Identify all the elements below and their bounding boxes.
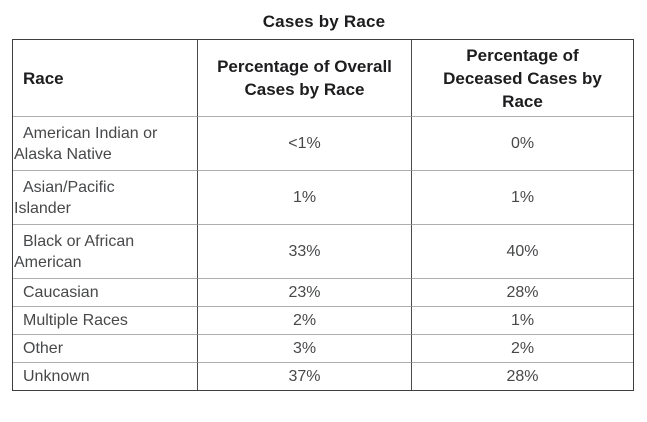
col-header-race: Race [23,68,64,88]
race-cell: Asian/Pacific Islander [13,170,197,224]
overall-cell: 23% [197,278,411,306]
race-cell: Caucasian [13,278,197,306]
table-row: Other 3% 2% [13,334,633,362]
race-cell: Unknown [13,362,197,390]
table-row: Asian/Pacific Islander 1% 1% [13,170,633,224]
race-cell: American Indian or Alaska Native [13,116,197,170]
overall-cell: <1% [197,116,411,170]
overall-cell: 37% [197,362,411,390]
overall-cell: 1% [197,170,411,224]
race-cell: Other [13,334,197,362]
table-row: American Indian or Alaska Native <1% 0% [13,116,633,170]
deceased-cell: 2% [411,334,633,362]
deceased-cell: 1% [411,170,633,224]
col-header-deceased-cases: Percentage of Deceased Cases by Race [411,40,633,116]
race-cell: Black or African American [13,224,197,278]
overall-cell: 33% [197,224,411,278]
deceased-cell: 1% [411,306,633,334]
overall-cell: 3% [197,334,411,362]
deceased-cell: 40% [411,224,633,278]
table-title: Cases by Race [262,12,386,31]
header-row: Race Percentage of Overall Cases by Race… [13,40,633,116]
cases-by-race-table: Race Percentage of Overall Cases by Race… [12,39,634,391]
table-row: Caucasian 23% 28% [13,278,633,306]
page: Cases by Race Race Percentage of Overall… [12,12,634,391]
deceased-cell: 28% [411,278,633,306]
deceased-cell: 0% [411,116,633,170]
col-header-overall-cases: Percentage of Overall Cases by Race [197,40,411,116]
table-row: Black or African American 33% 40% [13,224,633,278]
table-row: Multiple Races 2% 1% [13,306,633,334]
overall-cell: 2% [197,306,411,334]
table-row: Unknown 37% 28% [13,362,633,390]
deceased-cell: 28% [411,362,633,390]
race-cell: Multiple Races [13,306,197,334]
